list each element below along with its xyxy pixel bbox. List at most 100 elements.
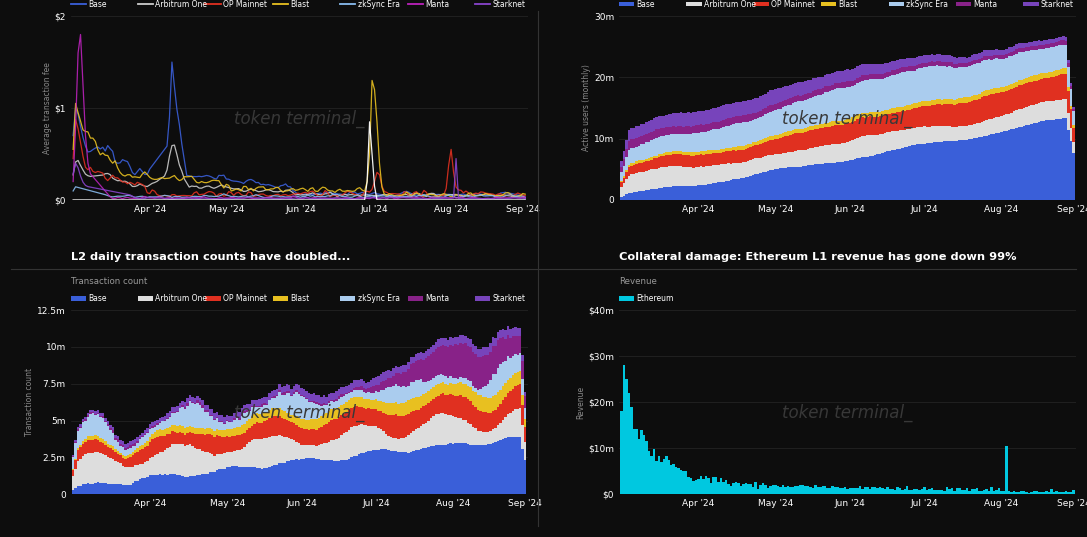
Bar bbox=[172, 425, 174, 431]
Bar bbox=[230, 452, 234, 466]
Bar bbox=[141, 436, 143, 437]
Bar bbox=[499, 365, 501, 389]
Bar bbox=[85, 420, 87, 439]
Bar bbox=[819, 163, 822, 200]
Bar bbox=[849, 119, 851, 123]
Bar bbox=[665, 166, 667, 187]
Bar bbox=[760, 111, 762, 117]
Bar bbox=[955, 68, 958, 99]
Bar bbox=[720, 149, 722, 153]
Bar bbox=[944, 62, 946, 66]
Bar bbox=[410, 433, 412, 452]
Bar bbox=[300, 429, 303, 445]
Bar bbox=[923, 487, 926, 494]
Bar bbox=[965, 140, 969, 200]
Bar bbox=[660, 167, 663, 187]
Bar bbox=[303, 445, 305, 459]
Bar bbox=[896, 149, 899, 200]
Bar bbox=[633, 192, 635, 200]
Bar bbox=[1042, 101, 1045, 121]
Bar bbox=[853, 85, 857, 116]
Bar bbox=[338, 407, 340, 417]
Bar bbox=[871, 112, 874, 117]
Bar bbox=[497, 425, 499, 441]
Bar bbox=[112, 459, 114, 484]
Bar bbox=[750, 484, 752, 494]
Bar bbox=[826, 488, 829, 494]
Bar bbox=[822, 164, 824, 200]
Bar bbox=[377, 401, 379, 411]
Bar bbox=[913, 66, 916, 70]
Bar bbox=[777, 89, 779, 103]
Bar bbox=[799, 485, 801, 494]
Bar bbox=[273, 398, 276, 408]
Bar bbox=[1015, 82, 1017, 87]
Bar bbox=[149, 424, 151, 428]
Bar bbox=[853, 121, 857, 139]
Bar bbox=[884, 78, 886, 111]
Text: Base: Base bbox=[88, 294, 107, 303]
Bar bbox=[278, 384, 280, 390]
Bar bbox=[410, 452, 412, 494]
Bar bbox=[271, 398, 273, 408]
Bar bbox=[698, 480, 700, 494]
Bar bbox=[886, 487, 888, 494]
Bar bbox=[211, 435, 213, 454]
Bar bbox=[370, 451, 373, 494]
Bar bbox=[362, 399, 365, 408]
Bar bbox=[95, 435, 97, 439]
Bar bbox=[715, 150, 717, 154]
Bar bbox=[209, 409, 211, 415]
Bar bbox=[990, 95, 992, 119]
Bar bbox=[124, 467, 126, 485]
Bar bbox=[218, 420, 221, 422]
Bar bbox=[457, 417, 460, 442]
Bar bbox=[884, 489, 886, 494]
Bar bbox=[901, 59, 903, 67]
Bar bbox=[166, 413, 168, 418]
Bar bbox=[857, 78, 859, 83]
Bar bbox=[658, 117, 660, 129]
Bar bbox=[268, 393, 271, 400]
Bar bbox=[729, 486, 733, 494]
Bar bbox=[1062, 492, 1065, 494]
Bar bbox=[410, 358, 412, 364]
Bar bbox=[774, 484, 777, 494]
Bar bbox=[414, 410, 417, 429]
Bar bbox=[72, 455, 74, 456]
Text: Manta: Manta bbox=[425, 294, 449, 303]
Bar bbox=[735, 179, 737, 200]
Bar bbox=[1010, 113, 1013, 129]
Bar bbox=[944, 99, 946, 104]
Bar bbox=[147, 432, 149, 433]
Bar bbox=[298, 418, 300, 427]
Bar bbox=[1055, 38, 1058, 42]
Bar bbox=[911, 108, 913, 128]
Bar bbox=[677, 186, 680, 200]
Bar bbox=[216, 417, 218, 418]
Bar bbox=[1021, 109, 1023, 127]
Bar bbox=[224, 437, 226, 453]
Bar bbox=[507, 380, 509, 393]
Bar bbox=[375, 409, 377, 426]
Bar bbox=[667, 152, 670, 155]
Bar bbox=[315, 404, 317, 419]
Bar bbox=[1040, 103, 1042, 121]
Bar bbox=[390, 371, 392, 379]
Bar bbox=[729, 164, 733, 180]
Bar bbox=[648, 121, 650, 133]
Bar bbox=[489, 413, 491, 431]
Bar bbox=[325, 442, 328, 460]
Bar bbox=[836, 89, 839, 121]
Bar bbox=[785, 106, 787, 132]
Bar bbox=[176, 412, 178, 426]
Bar bbox=[754, 98, 757, 112]
Bar bbox=[658, 154, 660, 157]
Bar bbox=[95, 452, 97, 483]
Bar bbox=[630, 139, 633, 148]
Bar bbox=[346, 393, 348, 394]
Bar bbox=[785, 136, 787, 153]
Bar bbox=[1067, 113, 1070, 130]
Bar bbox=[313, 458, 315, 494]
Bar bbox=[134, 453, 137, 466]
